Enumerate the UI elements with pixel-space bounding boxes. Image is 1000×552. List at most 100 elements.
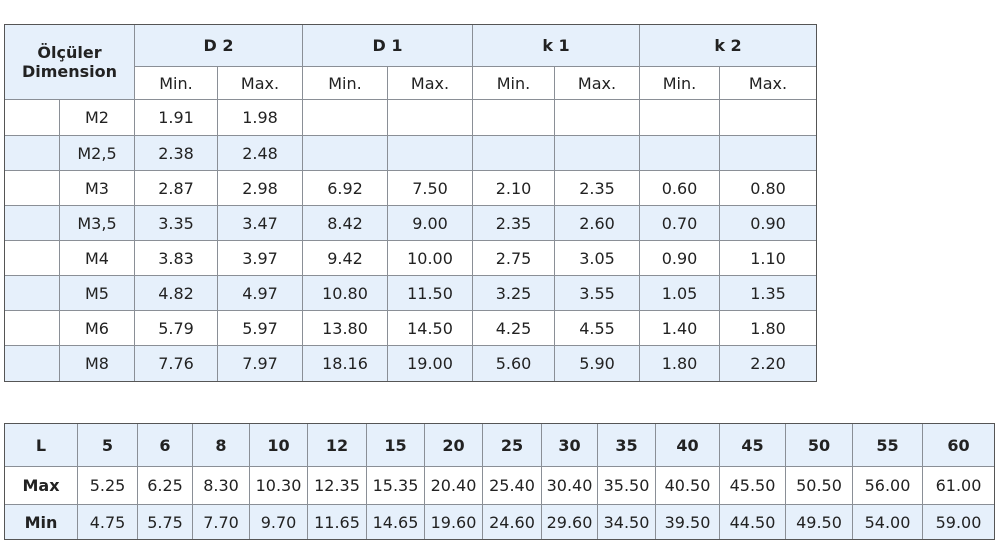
value-cell: 6.92 [302,170,388,206]
value-cell: 8.42 [302,205,388,241]
cell-text: 3.83 [158,248,194,268]
cell-text: Min [24,512,58,532]
cell-text: 56.00 [864,476,911,495]
cell-text: 4.82 [158,283,194,303]
cell-text: 3.05 [579,248,615,268]
value-cell: 4.82 [134,275,218,311]
cell-text: 5.25 [89,476,126,495]
value-cell: 3.83 [134,240,218,276]
value-cell: 10.80 [302,275,388,311]
cell-text: 0.90 [661,248,698,268]
value-cell: 30.40 [541,466,598,505]
cell-text: 8.30 [203,476,239,495]
cell-text: 5.97 [242,318,278,338]
cell-text: M5 [85,283,109,303]
cell-text: Min. [159,73,193,93]
value-cell: 1.05 [639,275,720,311]
value-cell: 5.60 [472,345,555,382]
length-header: 50 [785,423,853,467]
cell-text: 59.00 [935,512,982,532]
value-cell: 2.48 [217,135,303,171]
blank-cell [4,170,60,206]
value-cell: 44.50 [719,504,786,540]
cell-text: 8.42 [327,213,363,233]
value-cell: 19.60 [424,504,483,540]
value-cell [639,99,720,136]
value-cell: 2.75 [472,240,555,276]
cell-text: 25 [500,435,524,455]
length-header: 25 [482,423,542,467]
group-header: D 1 [302,24,473,67]
cell-text: 24.60 [489,512,535,532]
cell-text: Min. [328,73,362,93]
cell-text: Max. [410,73,450,93]
cell-text: 61.00 [935,476,982,495]
value-cell: 5.79 [134,310,218,346]
cell-text: Ölçüler [37,43,102,62]
blank-cell [4,99,60,136]
value-cell: 2.60 [554,205,640,241]
cell-text: Dimension [21,62,118,81]
value-cell [302,135,388,171]
value-cell: 18.16 [302,345,388,382]
cell-text: 10.80 [322,283,368,303]
cell-text: 3.47 [242,213,278,233]
cell-text: 14.65 [372,512,419,532]
value-cell: 7.70 [192,504,250,540]
value-cell: 5.75 [137,504,193,540]
value-cell: 5.97 [217,310,303,346]
cell-text: 12.35 [314,476,360,495]
cell-text: 35.50 [603,476,650,495]
cell-text: M4 [85,248,109,268]
cell-text: M3,5 [77,213,117,233]
cell-text: 0.80 [750,178,786,198]
value-cell: 9.00 [387,205,473,241]
cell-text: 20 [442,435,465,455]
cell-text: 15.35 [372,476,419,495]
value-cell: 14.50 [387,310,473,346]
cell-text: 11.65 [314,512,360,532]
value-cell: 1.98 [217,99,303,136]
value-cell: 3.25 [472,275,555,311]
value-cell: 1.10 [719,240,817,276]
cell-text: 1.05 [661,283,698,303]
value-cell: 2.35 [554,170,640,206]
length-header: L [4,423,78,467]
cell-text: M6 [85,318,109,338]
cell-text: 9.42 [327,248,363,268]
group-header: k 2 [639,24,817,67]
cell-text: 8 [215,435,227,455]
cell-text: 34.50 [603,512,650,532]
value-cell: 0.90 [719,205,817,241]
cell-text: Min. [496,73,531,93]
cell-text: 2.60 [579,213,615,233]
cell-text: 10 [267,435,290,455]
cell-text: 9.70 [260,512,297,532]
length-header: 20 [424,423,483,467]
value-cell [554,99,640,136]
cell-text: 20.40 [430,476,477,495]
cell-text: 19.60 [430,512,477,532]
value-cell: 24.60 [482,504,542,540]
cell-text: 3.35 [158,213,194,233]
cell-text: 7.70 [203,512,239,532]
value-cell: 3.97 [217,240,303,276]
value-cell: 49.50 [785,504,853,540]
cell-text: D 2 [203,36,234,55]
size-cell: M8 [59,345,135,382]
value-cell: 3.47 [217,205,303,241]
blank-cell [4,240,60,276]
cell-text: 1.40 [661,318,698,338]
value-cell: 15.35 [366,466,425,505]
value-cell: 39.50 [655,504,720,540]
length-header: 8 [192,423,250,467]
cell-text: 54.00 [864,512,911,532]
cell-text: 12 [325,435,349,455]
cell-text: 2.98 [242,178,278,198]
group-header: k 1 [472,24,640,67]
length-header: 6 [137,423,193,467]
value-cell: 45.50 [719,466,786,505]
value-cell: 1.40 [639,310,720,346]
cell-text: Max. [577,73,617,93]
cell-text: k 1 [542,36,570,55]
